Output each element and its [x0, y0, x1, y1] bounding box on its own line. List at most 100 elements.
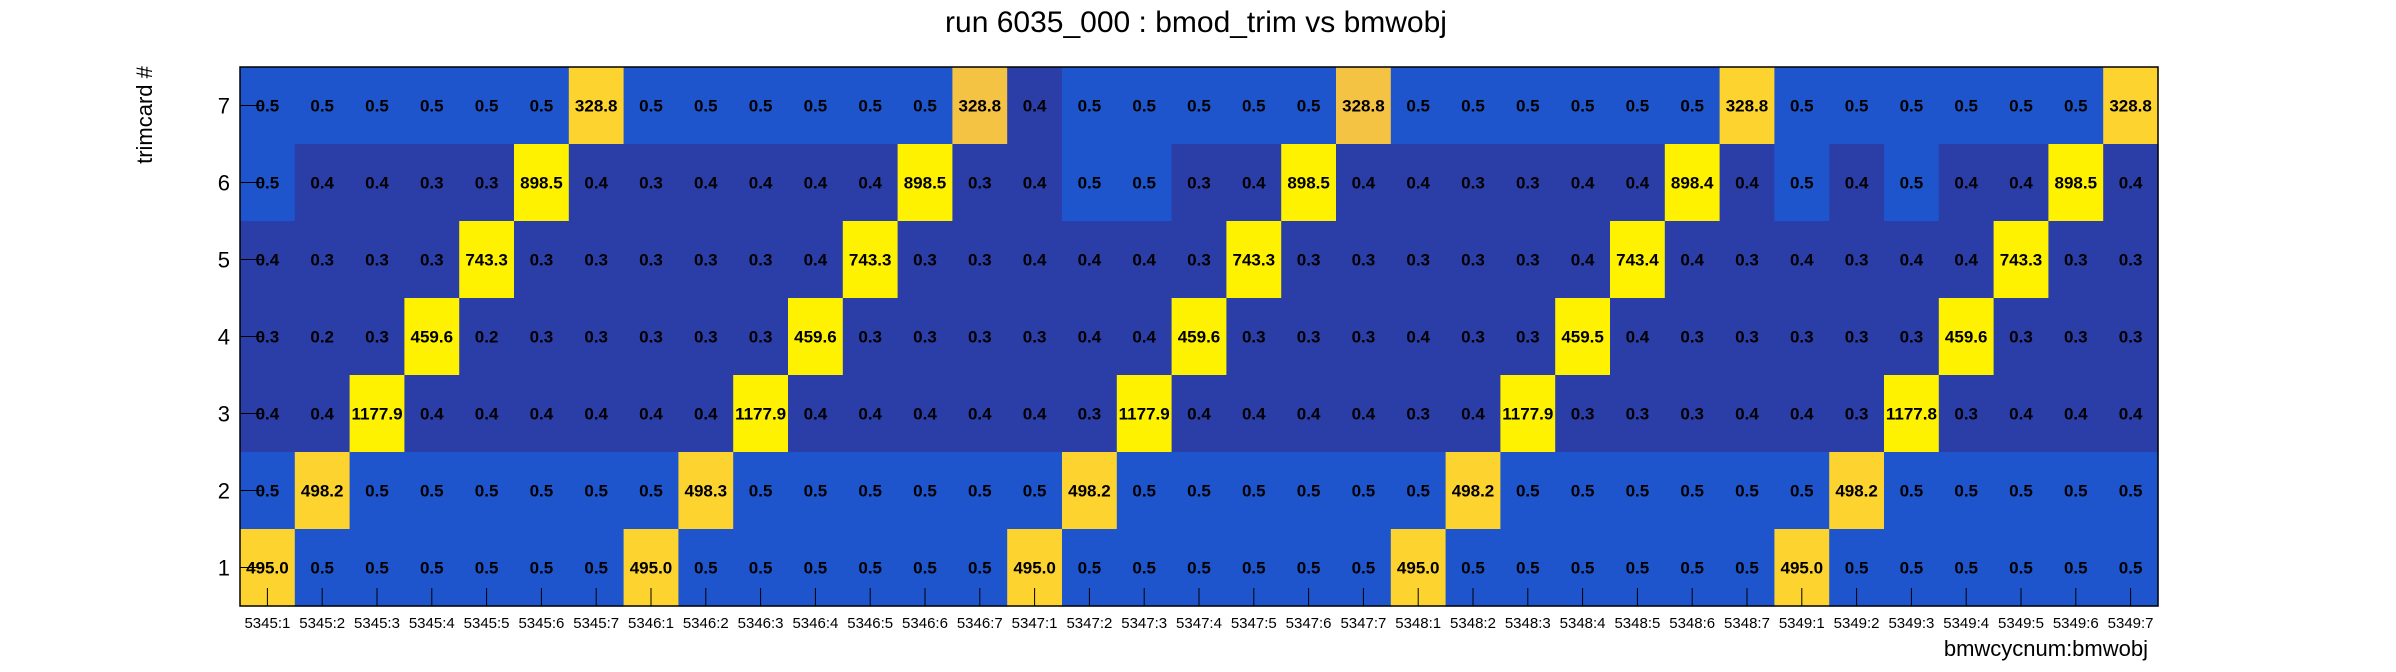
heatmap-cell [1007, 144, 1063, 222]
heatmap-cell [1555, 298, 1611, 376]
heatmap-cell [842, 298, 899, 376]
cell-value-label: 459.6 [1945, 328, 1988, 347]
heatmap-cell [623, 298, 679, 376]
heatmap-cell [1938, 67, 1995, 145]
heatmap-cell [294, 67, 351, 145]
heatmap-cell [842, 221, 899, 299]
heatmap-cell [1336, 375, 1392, 453]
cell-value-label: 0.5 [1461, 97, 1485, 116]
cell-value-label: 0.3 [694, 251, 718, 270]
heatmap-cell [1664, 452, 1721, 530]
heatmap-cell [897, 375, 953, 453]
cell-value-label: 0.5 [1078, 174, 1102, 193]
cell-value-label: 0.3 [1297, 328, 1321, 347]
x-tick-label: 5346:1 [628, 615, 674, 632]
cell-value-label: 0.5 [913, 482, 937, 501]
cell-value-label: 0.4 [1900, 251, 1924, 270]
cell-value-label: 0.5 [365, 482, 389, 501]
heatmap-cell [1993, 452, 2049, 530]
cell-value-label: 898.5 [2055, 174, 2098, 193]
cell-value-label: 0.3 [694, 328, 718, 347]
cell-value-label: 0.4 [2119, 174, 2143, 193]
cell-value-label: 1177.9 [735, 405, 786, 424]
heatmap-cell [1445, 298, 1501, 376]
heatmap-cell [1171, 452, 1227, 530]
heatmap-cell [1116, 144, 1173, 222]
heatmap-cell [1610, 452, 1666, 530]
cell-value-label: 0.5 [1132, 97, 1156, 116]
heatmap-cell [1719, 452, 1775, 530]
heatmap-cell [952, 67, 1008, 145]
x-tick-label: 5349:5 [1998, 615, 2044, 632]
cell-value-label: 0.3 [310, 251, 334, 270]
cell-value-label: 495.0 [630, 559, 673, 578]
heatmap-cell [788, 298, 844, 376]
cell-value-label: 0.3 [913, 328, 937, 347]
y-tick-label: 2 [218, 479, 230, 504]
cell-value-label: 0.3 [1845, 328, 1869, 347]
heatmap-cell [1281, 298, 1337, 376]
cell-value-label: 0.4 [804, 251, 828, 270]
x-tick-label: 5348:7 [1724, 615, 1770, 632]
heatmap-cell [2048, 452, 2104, 530]
cell-value-label: 0.4 [256, 405, 280, 424]
heatmap-cell [1062, 298, 1118, 376]
heatmap-cell [1664, 221, 1721, 299]
cell-value-label: 498.2 [301, 482, 344, 501]
heatmap-cell [842, 375, 899, 453]
heatmap-cell [294, 144, 351, 222]
cell-value-label: 0.5 [1900, 482, 1924, 501]
cell-value-label: 0.3 [2009, 328, 2033, 347]
x-tick-label: 5349:1 [1779, 615, 1825, 632]
cell-value-label: 328.8 [959, 97, 1002, 116]
heatmap-cell [623, 67, 679, 145]
cell-value-label: 0.4 [1461, 405, 1485, 424]
heatmap-cell [1774, 144, 1830, 222]
cell-value-label: 0.3 [749, 328, 773, 347]
heatmap-cell [1445, 67, 1501, 145]
heatmap-cell [568, 452, 625, 530]
cell-value-label: 0.3 [968, 251, 992, 270]
cell-value-label: 0.4 [310, 405, 334, 424]
cell-value-label: 0.3 [1845, 251, 1869, 270]
cell-value-label: 0.3 [639, 251, 663, 270]
cell-value-label: 0.3 [475, 174, 499, 193]
cell-value-label: 0.5 [749, 559, 773, 578]
heatmap-cell [349, 375, 405, 453]
heatmap-cell [1993, 67, 2049, 145]
cell-value-label: 0.3 [1516, 174, 1540, 193]
heatmap-cell [459, 375, 515, 453]
cell-value-label: 459.6 [1178, 328, 1221, 347]
cell-value-label: 898.4 [1671, 174, 1714, 193]
y-tick-label: 4 [218, 325, 230, 350]
cell-value-label: 0.3 [530, 251, 554, 270]
cell-value-label: 0.3 [1680, 328, 1704, 347]
cell-value-label: 0.4 [2009, 405, 2033, 424]
heatmap-cell [788, 452, 844, 530]
heatmap-cell [842, 452, 899, 530]
heatmap-cell [897, 452, 953, 530]
cell-value-label: 0.4 [1790, 251, 1814, 270]
cell-value-label: 0.5 [1900, 174, 1924, 193]
heatmap-cell [788, 67, 844, 145]
x-tick-label: 5348:2 [1450, 615, 1496, 632]
heatmap-cell [568, 221, 625, 299]
heatmap-cell [733, 298, 789, 376]
cell-value-label: 0.3 [1023, 328, 1047, 347]
cell-value-label: 0.4 [1023, 405, 1047, 424]
heatmap-cell [349, 221, 405, 299]
cell-value-label: 0.5 [804, 559, 828, 578]
heatmap-cell [952, 452, 1008, 530]
heatmap-cell [1500, 452, 1556, 530]
heatmap-cell [733, 221, 789, 299]
cell-value-label: 0.3 [2119, 251, 2143, 270]
cell-value-label: 0.3 [1352, 251, 1376, 270]
cell-value-label: 0.3 [1900, 328, 1924, 347]
cell-value-label: 0.5 [256, 97, 280, 116]
cell-value-label: 743.4 [1616, 251, 1659, 270]
cell-value-label: 0.5 [694, 559, 718, 578]
heatmap-cell [1829, 221, 1885, 299]
heatmap-cell [1555, 67, 1611, 145]
cell-value-label: 743.3 [849, 251, 892, 270]
